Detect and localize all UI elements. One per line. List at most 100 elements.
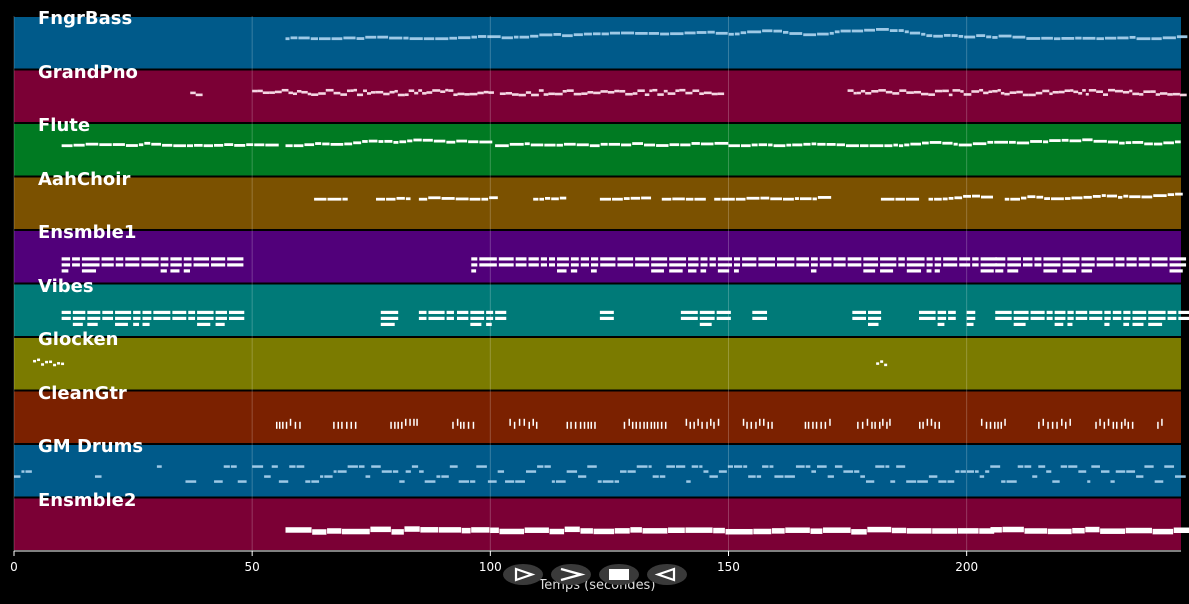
note — [37, 358, 41, 362]
x-tick-label: 0 — [10, 560, 18, 574]
note — [668, 527, 685, 534]
note — [893, 143, 898, 147]
note — [528, 263, 539, 267]
note — [589, 144, 600, 148]
note — [1118, 195, 1123, 199]
note — [519, 35, 530, 39]
note — [1104, 310, 1111, 315]
note — [343, 36, 356, 40]
forward-icon — [560, 567, 586, 582]
note — [997, 421, 999, 429]
note — [713, 527, 725, 534]
note — [919, 421, 921, 429]
note — [53, 363, 57, 367]
note — [269, 91, 275, 94]
note — [1155, 93, 1160, 96]
note — [278, 480, 289, 483]
note — [938, 421, 941, 429]
note — [899, 89, 907, 92]
note — [812, 197, 817, 201]
note — [61, 263, 71, 267]
note — [1081, 269, 1093, 273]
back-icon — [654, 567, 676, 582]
note — [1013, 322, 1026, 327]
note — [1126, 257, 1137, 261]
stop-button[interactable] — [599, 564, 639, 585]
note — [141, 257, 159, 261]
note — [972, 263, 979, 267]
note — [446, 310, 454, 315]
note — [1067, 322, 1073, 327]
note — [456, 139, 468, 143]
note — [815, 421, 818, 429]
note — [354, 421, 357, 429]
note — [1112, 421, 1115, 429]
note — [759, 418, 761, 426]
note — [548, 263, 556, 267]
note — [557, 263, 569, 267]
note — [1087, 480, 1091, 483]
note — [621, 143, 632, 147]
note — [652, 88, 658, 92]
note — [593, 91, 601, 95]
note — [1053, 37, 1061, 41]
note — [1062, 263, 1080, 267]
note — [540, 263, 547, 267]
note — [748, 475, 756, 478]
note — [1123, 316, 1131, 321]
note — [1124, 418, 1126, 426]
note — [876, 362, 880, 365]
forward-button[interactable] — [551, 564, 591, 585]
note — [592, 32, 601, 36]
note — [477, 35, 487, 38]
note — [312, 529, 327, 535]
note — [433, 139, 446, 143]
note — [1082, 36, 1096, 40]
note — [734, 32, 740, 36]
note — [362, 140, 368, 143]
note — [710, 418, 712, 426]
note — [750, 421, 753, 429]
note — [404, 418, 407, 426]
note — [863, 257, 879, 261]
note — [455, 197, 469, 201]
note — [952, 89, 961, 92]
track-band — [14, 70, 1181, 122]
note — [1151, 37, 1162, 41]
note — [1013, 310, 1029, 315]
play-button[interactable] — [503, 564, 543, 585]
note — [1126, 263, 1137, 267]
note — [467, 421, 470, 429]
note — [102, 316, 114, 321]
note — [960, 470, 966, 473]
note — [1085, 526, 1100, 533]
note — [1122, 90, 1130, 94]
note — [880, 360, 884, 363]
note — [333, 91, 341, 95]
note — [133, 322, 140, 327]
note — [987, 140, 994, 144]
note — [1034, 263, 1042, 267]
note — [795, 465, 805, 468]
note — [115, 322, 128, 327]
note — [1043, 263, 1061, 267]
note — [728, 144, 740, 148]
note — [495, 316, 507, 321]
note — [659, 475, 666, 478]
note — [898, 263, 905, 267]
note — [1012, 35, 1026, 39]
note — [1022, 93, 1029, 97]
note — [866, 418, 869, 426]
note — [773, 144, 786, 148]
note — [265, 143, 279, 147]
note — [742, 263, 757, 267]
note — [762, 465, 769, 468]
note — [886, 421, 888, 429]
note — [1119, 141, 1125, 145]
note — [365, 475, 371, 478]
note — [498, 263, 514, 267]
note — [223, 465, 230, 468]
note — [1007, 263, 1021, 267]
note — [172, 316, 187, 321]
back-button[interactable] — [647, 564, 687, 585]
